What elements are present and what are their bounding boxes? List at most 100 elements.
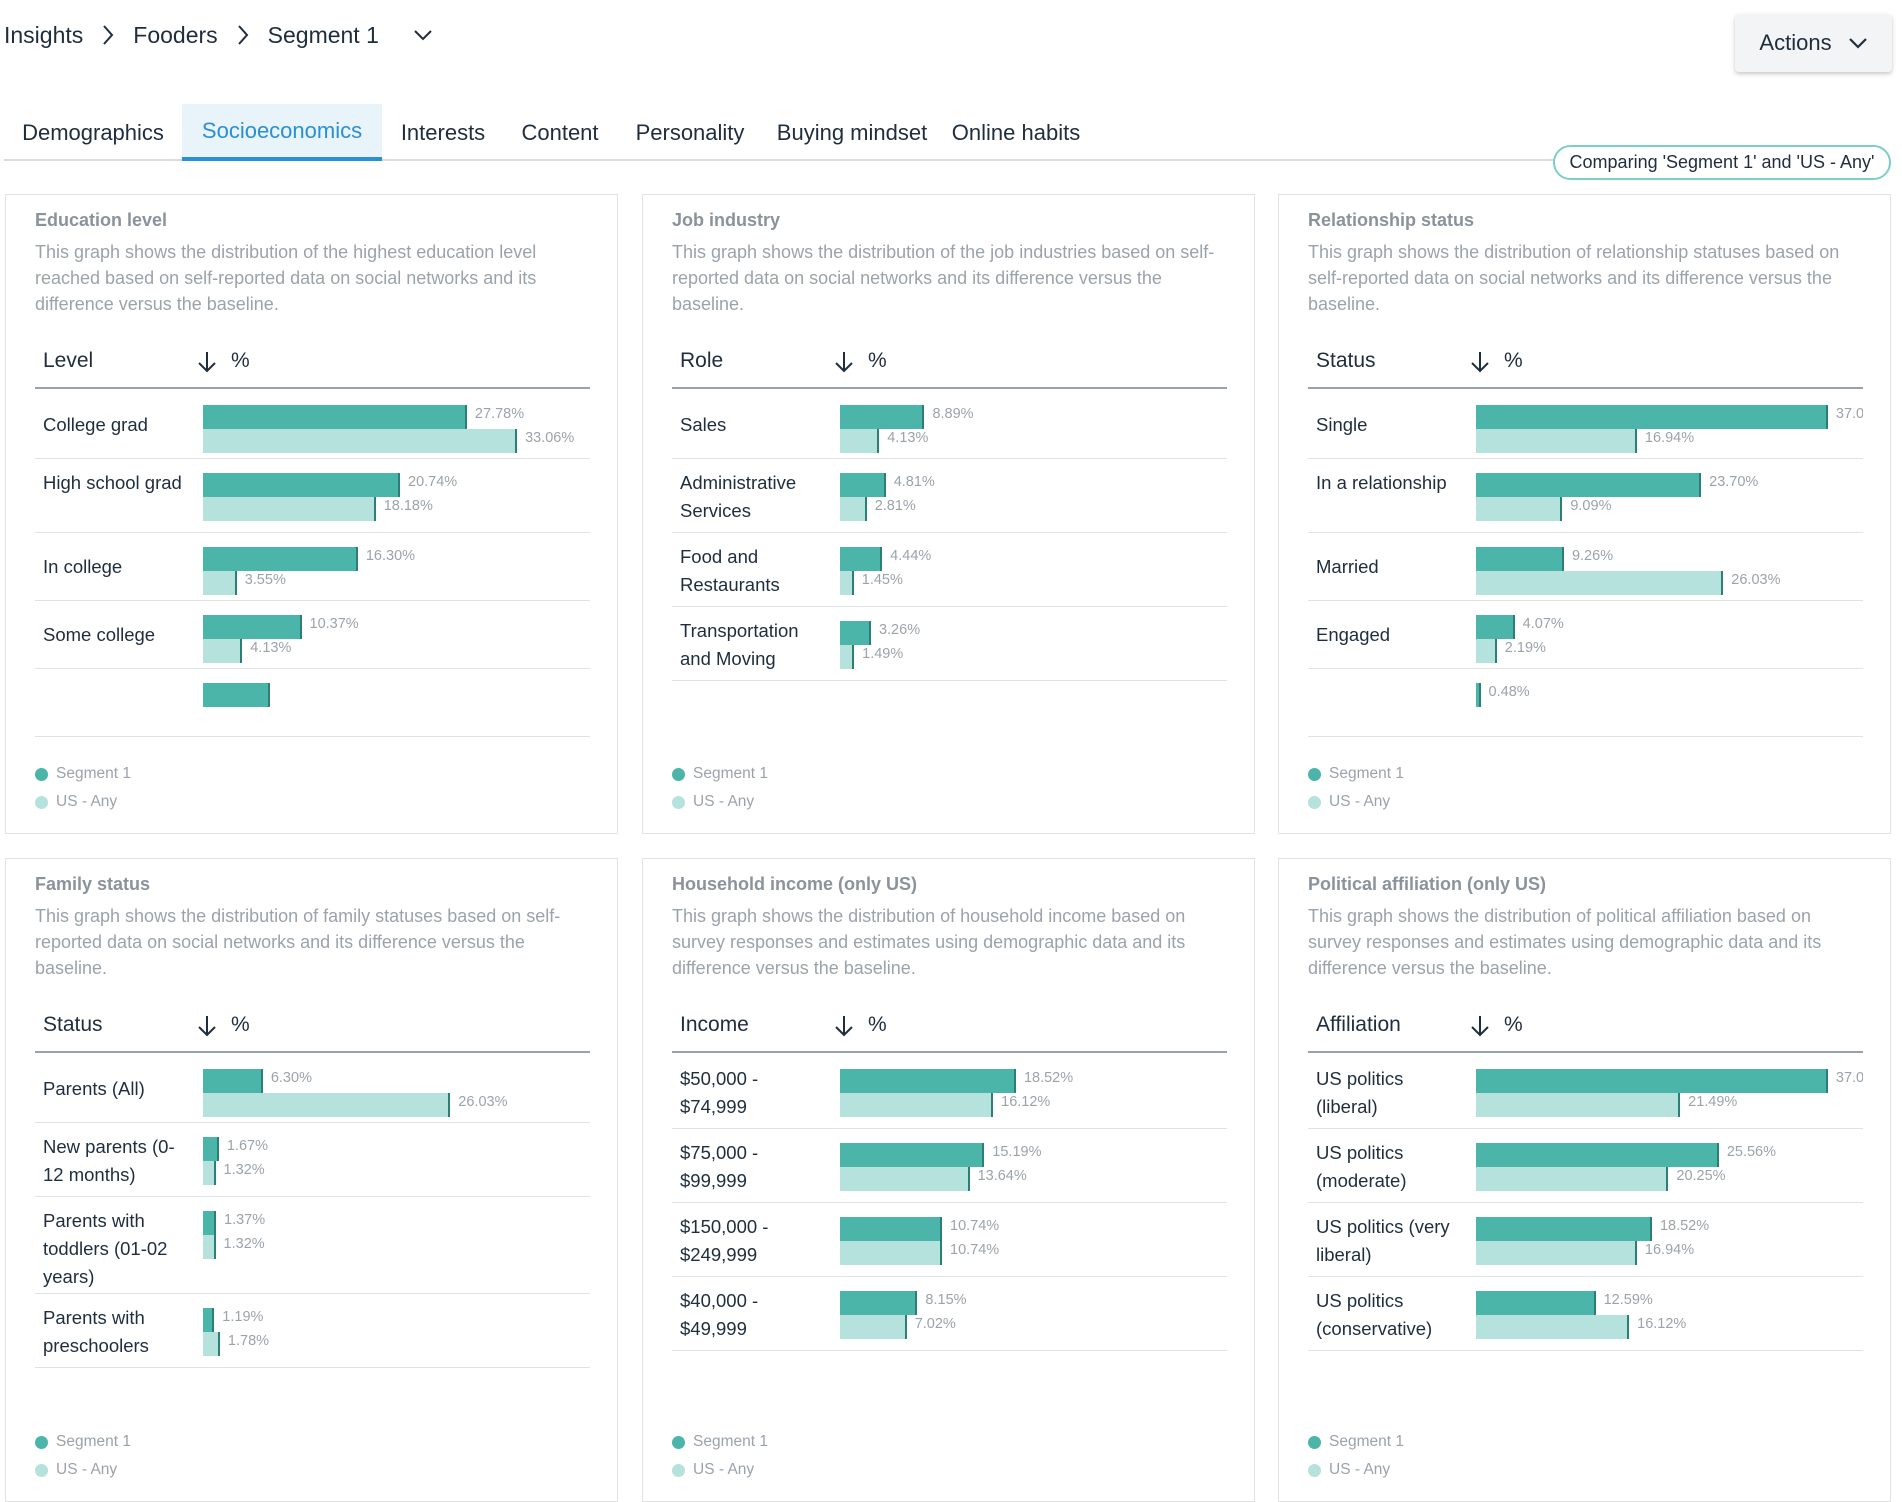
tab-personality[interactable]: Personality xyxy=(635,119,745,145)
card-title: Job industry xyxy=(672,210,781,230)
legend-item-segment: Segment 1 xyxy=(35,1433,131,1451)
sort-descending-icon[interactable] xyxy=(197,1014,217,1038)
table-row[interactable]: College grad 27.78% 33.06% xyxy=(35,391,590,459)
sort-descending-icon[interactable] xyxy=(1470,1014,1490,1038)
table-row[interactable]: US politics (conservative) 12.59% 16.12% xyxy=(1308,1277,1863,1351)
table-row[interactable]: Single 37.04% 16.94% xyxy=(1308,391,1863,459)
baseline-value-label: 20.25% xyxy=(1676,1168,1726,1184)
row-label: US politics (conservative) xyxy=(1316,1290,1433,1339)
tab-interests[interactable]: Interests xyxy=(400,119,486,145)
actions-button[interactable]: Actions xyxy=(1735,14,1892,72)
legend-item-baseline: US - Any xyxy=(672,793,754,811)
tab-buying-mindset[interactable]: Buying mindset xyxy=(776,119,928,145)
table-row[interactable]: Administrative Services 4.81% 2.81% xyxy=(672,459,1227,533)
table-row[interactable]: In college 16.30% 3.55% xyxy=(35,533,590,601)
table-row[interactable]: US politics (liberal) 37.04% 21.49% xyxy=(1308,1055,1863,1129)
breadcrumb-segment[interactable]: Segment 1 xyxy=(267,21,379,48)
chevron-down-icon xyxy=(1848,37,1867,49)
chevron-down-icon[interactable] xyxy=(413,28,433,42)
row-label: US politics (liberal) xyxy=(1316,1068,1404,1117)
table-row[interactable]: Some college 10.37% 4.13% xyxy=(35,601,590,669)
column-header-label: Role xyxy=(680,349,724,372)
table-row[interactable]: US politics (very liberal) 18.52% 16.94% xyxy=(1308,1203,1863,1277)
table-header: Status% xyxy=(1308,335,1863,389)
table-row[interactable]: High school grad 20.74% 18.18% xyxy=(35,459,590,533)
segment-value-label: 18.52% xyxy=(1023,1070,1074,1086)
legend-item-baseline: US - Any xyxy=(672,1461,754,1479)
column-header-percent: % xyxy=(868,1013,887,1036)
card-description: This graph shows the distribution of the… xyxy=(35,242,537,314)
segment-value-label: 10.74% xyxy=(950,1218,1000,1234)
sort-descending-icon[interactable] xyxy=(1470,350,1490,374)
baseline-bar xyxy=(203,1332,220,1356)
segment-bar xyxy=(1476,1217,1652,1241)
tab-socioeconomics[interactable]: Socioeconomics xyxy=(182,104,382,161)
table-header: Income% xyxy=(672,999,1227,1053)
table-row[interactable]: Food and Restaurants 4.44% 1.45% xyxy=(672,533,1227,607)
baseline-bar xyxy=(203,639,243,663)
breadcrumb-fooders[interactable]: Fooders xyxy=(133,21,218,48)
tab-online-habits[interactable]: Online habits xyxy=(951,119,1081,145)
card-title: Relationship status xyxy=(1308,210,1475,230)
table-row[interactable]: US politics (moderate) 25.56% 20.25% xyxy=(1308,1129,1863,1203)
legend-label: Segment 1 xyxy=(693,1433,768,1450)
segment-bar xyxy=(840,473,886,497)
segment-value-label: 20.74% xyxy=(408,474,458,490)
segment-value-label: 4.81% xyxy=(893,474,935,490)
sort-descending-icon[interactable] xyxy=(197,350,217,374)
table-row[interactable]: Married 9.26% 26.03% xyxy=(1308,533,1863,601)
segment-value-label: 3.26% xyxy=(878,622,921,638)
baseline-bar xyxy=(840,497,867,521)
insight-card: Political affiliation (only US) This grap… xyxy=(1278,858,1891,1502)
data-rows: Sales 8.89% 4.13% Administrative Services 4.… xyxy=(672,391,1227,763)
segment-bar xyxy=(840,1291,918,1315)
table-row[interactable]: Parents (All) 6.30% 26.03% xyxy=(35,1055,590,1123)
column-header-percent: % xyxy=(868,349,887,372)
segment-value-label: 4.44% xyxy=(890,548,932,564)
table-row[interactable]: $40,000 - $49,999 8.15% 7.02% xyxy=(672,1277,1227,1351)
row-label: Single xyxy=(1316,414,1368,435)
table-row[interactable]: New parents (0-12 months) 1.67% 1.32% xyxy=(35,1123,590,1197)
segment-bar xyxy=(203,1137,219,1161)
table-row[interactable]: Parents with preschoolers 1.19% 1.78% xyxy=(35,1294,590,1368)
legend-swatch-segment xyxy=(1308,1435,1321,1449)
legend-label: US - Any xyxy=(693,1461,755,1478)
table-row[interactable]: Parents with toddlers (01-02 years) 1.37%… xyxy=(35,1197,590,1294)
row-label: Sales xyxy=(680,414,727,435)
table-row[interactable]: $50,000 - $74,999 18.52% 16.12% xyxy=(672,1055,1227,1129)
column-header-label: Status xyxy=(1316,349,1376,372)
baseline-bar xyxy=(1476,1093,1681,1117)
baseline-bar xyxy=(1476,497,1563,521)
baseline-value-label: 21.49% xyxy=(1688,1094,1738,1110)
baseline-value-label: 9.09% xyxy=(1570,498,1612,514)
table-row[interactable]: 0.48% xyxy=(1308,669,1863,737)
sort-descending-icon[interactable] xyxy=(834,350,854,374)
baseline-bar xyxy=(203,497,376,521)
table-row[interactable] xyxy=(35,669,590,737)
segment-value-label: 1.19% xyxy=(222,1309,264,1325)
segment-bar xyxy=(840,621,871,645)
table-row[interactable]: In a relationship 23.70% 9.09% xyxy=(1308,459,1863,533)
row-label: New parents (0-12 months) xyxy=(43,1136,175,1185)
tab-demographics[interactable]: Demographics xyxy=(22,119,164,145)
data-rows: College grad 27.78% 33.06% High school grad… xyxy=(35,391,590,763)
sort-descending-icon[interactable] xyxy=(834,1014,854,1038)
segment-bar xyxy=(1476,473,1702,497)
column-header-label: Affiliation xyxy=(1316,1013,1401,1036)
segment-value-label: 9.26% xyxy=(1571,548,1614,564)
table-row[interactable]: Sales 8.89% 4.13% xyxy=(672,391,1227,459)
segment-value-label: 37.04% xyxy=(1835,1070,1863,1086)
table-row[interactable]: $150,000 - $249,999 10.74% 10.74% xyxy=(672,1203,1227,1277)
segment-value-label: 10.37% xyxy=(309,616,359,632)
table-row[interactable]: Engaged 4.07% 2.19% xyxy=(1308,601,1863,669)
table-row[interactable]: $75,000 - $99,999 15.19% 13.64% xyxy=(672,1129,1227,1203)
segment-bar xyxy=(1476,547,1564,571)
table-header: Role% xyxy=(672,335,1227,389)
card-title: Political affiliation (only US) xyxy=(1308,874,1547,894)
insight-card: Relationship status This graph shows the … xyxy=(1278,194,1891,834)
tab-content[interactable]: Content xyxy=(521,119,599,145)
card-description: This graph shows the distribution of hou… xyxy=(672,906,1186,978)
baseline-bar xyxy=(203,571,237,595)
breadcrumb-insights[interactable]: Insights xyxy=(4,21,84,48)
table-row[interactable]: Transportation and Moving 3.26% 1.49% xyxy=(672,607,1227,681)
